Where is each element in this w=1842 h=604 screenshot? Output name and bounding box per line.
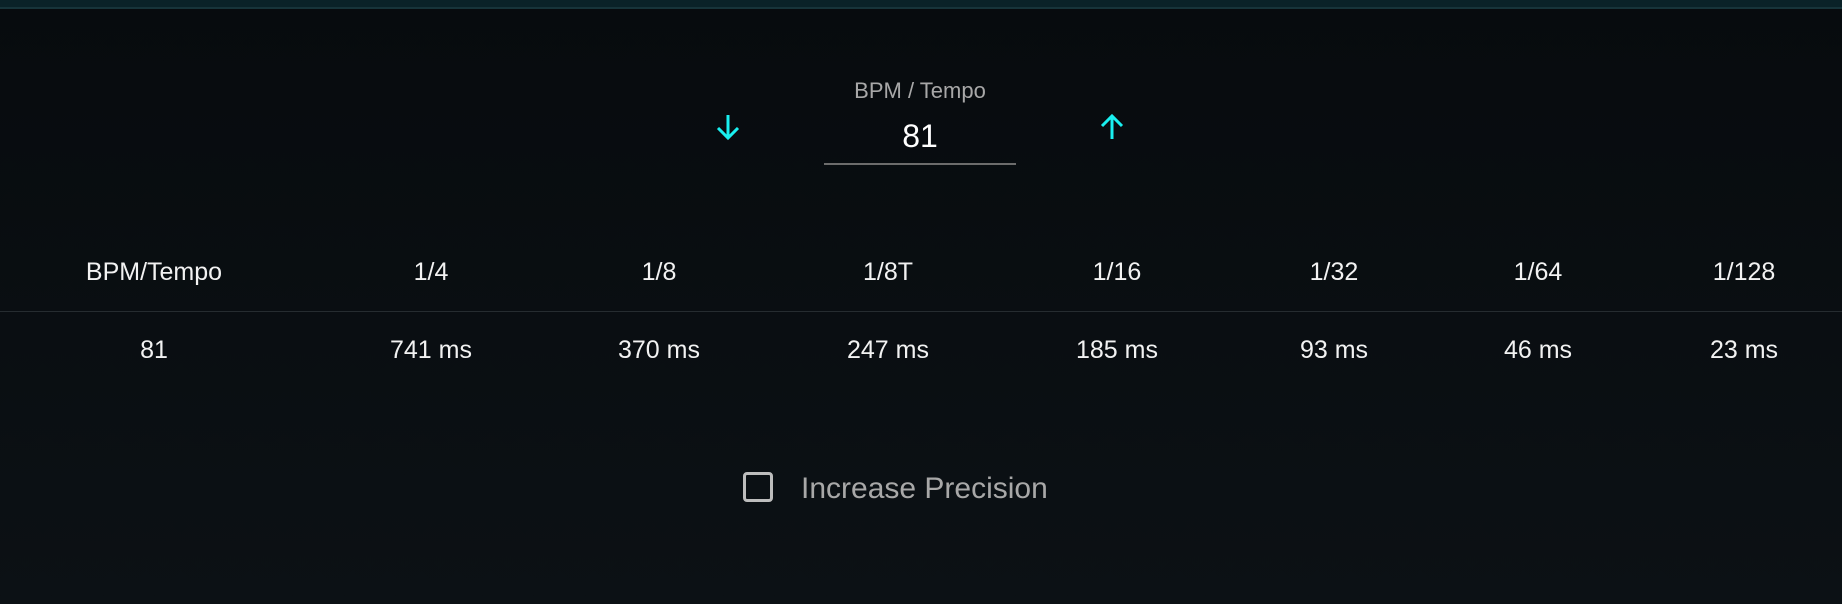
table-header-cell: 1/4 <box>413 258 449 286</box>
table-row: 81 741 ms 370 ms 247 ms 185 ms 93 ms 46 ms 23 m… <box>0 336 1842 376</box>
table-header-cell: 1/32 <box>1309 258 1359 286</box>
table-header-cell: 1/8T <box>862 258 914 286</box>
table-cell: 93 ms <box>1299 336 1369 364</box>
increase-tempo-button[interactable] <box>1097 112 1127 142</box>
table-header-cell: 1/16 <box>1092 258 1142 286</box>
tempo-label: BPM / Tempo <box>854 78 986 103</box>
table-cell: 23 ms <box>1709 336 1779 364</box>
table-cell: 81 <box>140 336 168 364</box>
table-cell: 741 ms <box>390 336 472 364</box>
table-header-row: BPM/Tempo 1/4 1/8 1/8T 1/16 1/32 1/64 1/128 <box>0 258 1842 298</box>
increase-precision-checkbox[interactable] <box>743 472 773 502</box>
table-header-cell: BPM/Tempo <box>85 258 223 286</box>
table-cell: 46 ms <box>1503 336 1573 364</box>
table-divider <box>0 311 1842 312</box>
table-header-cell: 1/128 <box>1712 258 1776 286</box>
table-header-cell: 1/8 <box>641 258 677 286</box>
table-cell: 370 ms <box>618 336 700 364</box>
arrow-down-icon <box>716 115 740 141</box>
table-header-cell: 1/64 <box>1513 258 1563 286</box>
increase-precision-label[interactable]: Increase Precision <box>801 472 1048 505</box>
decrease-tempo-button[interactable] <box>713 112 743 142</box>
table-cell: 185 ms <box>1076 336 1158 364</box>
arrow-up-icon <box>1100 113 1124 139</box>
tempo-input[interactable] <box>824 118 1016 165</box>
top-bar <box>0 0 1842 9</box>
table-cell: 247 ms <box>847 336 929 364</box>
